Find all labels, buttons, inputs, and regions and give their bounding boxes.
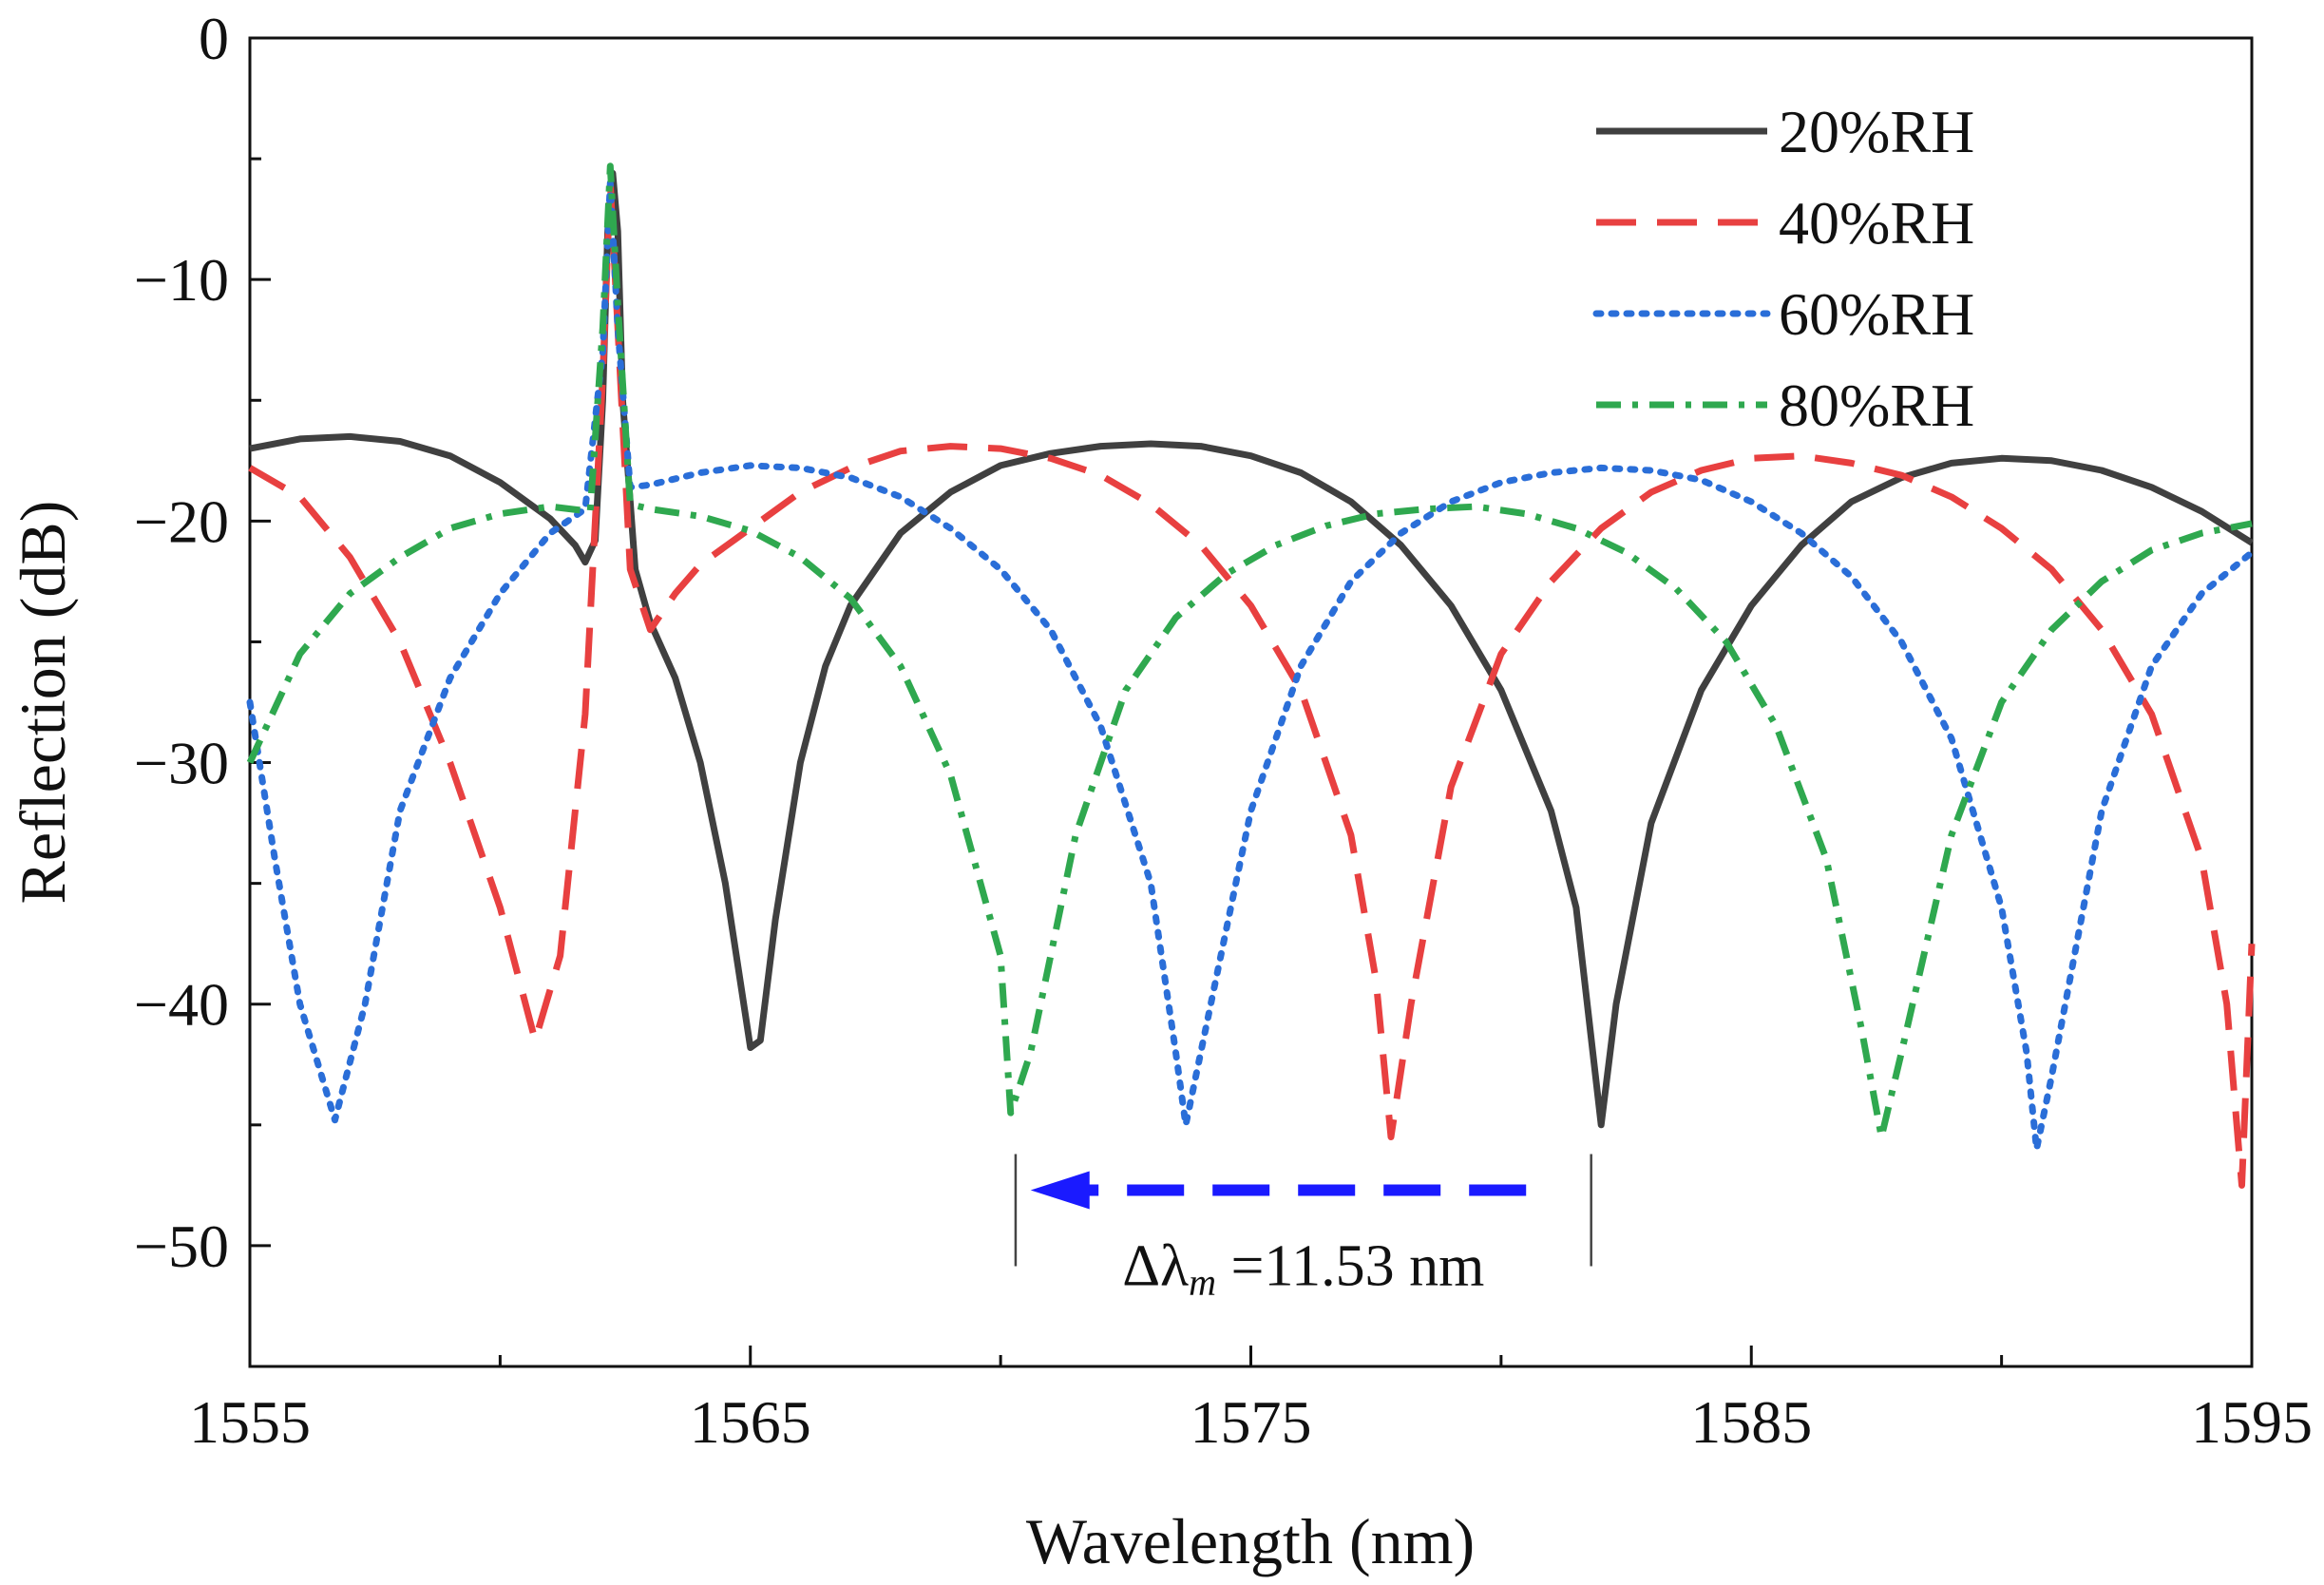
legend-label: 20%RH	[1779, 98, 1974, 165]
y-axis-title: Reflection (dB)	[7, 501, 79, 905]
legend-label: 80%RH	[1779, 372, 1974, 439]
legend: 20%RH 40%RH 60%RH 80%RH	[1592, 98, 1974, 439]
x-tick-label: 1595	[2191, 1388, 2313, 1456]
y-tick-label: −40	[134, 971, 229, 1039]
series-lines	[246, 162, 2256, 1189]
y-tick-label: −50	[134, 1213, 229, 1280]
x-tick-label: 1555	[189, 1388, 311, 1456]
shift-label-delta-lambda: Δλ	[1122, 1233, 1189, 1298]
y-tick-label: 0	[199, 5, 229, 72]
x-tick-label: 1585	[1690, 1388, 1812, 1456]
series-line-40pctrh	[248, 180, 2256, 1189]
wavelength-shift-annotation: Δλm =11.53 nm	[1014, 1154, 1592, 1303]
y-tick-label: −30	[134, 730, 229, 797]
y-tick-label: −20	[134, 487, 229, 555]
shift-arrow-head	[1030, 1171, 1090, 1210]
legend-label: 60%RH	[1779, 280, 1974, 348]
legend-label: 40%RH	[1779, 189, 1974, 257]
axis-ticks: 1555 1565 1575 1585 1595 0 −10 −20 −30 −40 −50	[134, 5, 2313, 1456]
x-axis-title: Wavelength (nm)	[1026, 1505, 1475, 1577]
series-line-60pctrh	[246, 180, 2256, 1153]
x-tick-label: 1565	[690, 1388, 811, 1456]
series-line-80pctrh	[246, 162, 2253, 1140]
y-tick-label: −10	[134, 246, 229, 314]
shift-label: Δλm =11.53 nm	[1122, 1233, 1484, 1303]
x-tick-label: 1575	[1191, 1388, 1312, 1456]
shift-label-subscript: m	[1189, 1260, 1216, 1303]
shift-label-value: =11.53 nm	[1216, 1233, 1484, 1298]
